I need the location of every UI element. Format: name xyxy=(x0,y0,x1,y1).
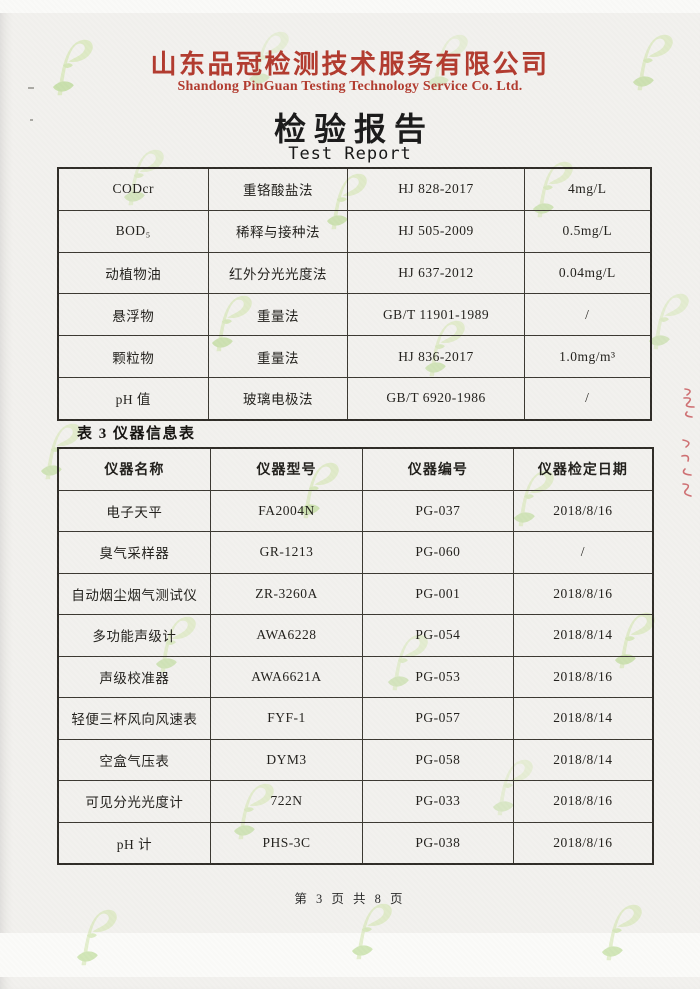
instrument-table-cell: ZR-3260A xyxy=(209,572,364,615)
instrument-table-cell: 2018/8/16 xyxy=(512,489,654,532)
instrument-table-cell: PG-053 xyxy=(362,655,514,698)
page-number-indicator: 第 3 页 共 8 页 xyxy=(294,892,406,906)
table-row: 声级校准器 AWA6621A PG-053 2018/8/16 xyxy=(57,655,654,698)
analysis-table-cell: 稀释与接种法 xyxy=(207,209,349,253)
instrument-table-cell: AWA6228 xyxy=(209,614,364,657)
analysis-table-cell: 重量法 xyxy=(207,293,349,337)
instrument-table-cell: GR-1213 xyxy=(209,531,364,574)
table-row: pH 值玻璃电极法 GB/T 6920-1986/ xyxy=(57,376,652,421)
table-row: 颗粒物 重量法 HJ 836-2017 1.0mg/m³ xyxy=(57,335,652,378)
col-header-calibration-date: 仪器检定日期 xyxy=(512,447,654,491)
analysis-table-cell: pH 值 xyxy=(57,376,209,421)
instrument-table-cell: PG-033 xyxy=(362,780,514,823)
analysis-table-cell: HJ 505-2009 xyxy=(347,209,525,253)
instrument-table-cell: PG-038 xyxy=(362,821,514,865)
analysis-table-cell: CODcr xyxy=(57,167,209,211)
analysis-table-cell: HJ 828-2017 xyxy=(347,167,525,211)
instrument-table-cell: FYF-1 xyxy=(209,697,364,740)
analysis-methods-table: CODcr 重铬酸盐法 HJ 828-2017 4mg/L BOD₅ 稀释与接种法 HJ 5… xyxy=(57,167,652,421)
instrument-table-cell: PG-060 xyxy=(362,531,514,574)
report-title-cn: 检验报告 xyxy=(273,111,434,147)
instrument-table-cell: PG-058 xyxy=(362,738,514,781)
instrument-table-cell: PG-037 xyxy=(362,489,514,532)
instrument-table-cell: AWA6621A xyxy=(209,655,364,698)
handwritten-red-mark xyxy=(681,439,692,497)
table-row: 电子天平 FA2004N PG-037 2018/8/16 xyxy=(57,489,654,532)
table-row: 空盒气压表 DYM3 PG-058 2018/8/14 xyxy=(57,738,654,781)
analysis-table-cell: / xyxy=(523,376,652,421)
instrument-info-table: 仪器名称 仪器型号 仪器编号 仪器检定日期 电子天平 FA2004N PG-037 2… xyxy=(57,447,654,865)
analysis-table-cell: 0.5mg/L xyxy=(523,209,652,253)
analysis-table-cell: GB/T 11901-1989 xyxy=(347,293,525,337)
table-row: 可见分光光度计 722N PG-033 2018/8/16 xyxy=(57,780,654,823)
instrument-table-cell: 722N xyxy=(209,780,364,823)
analysis-table-cell: HJ 836-2017 xyxy=(347,335,525,378)
analysis-table-cell: / xyxy=(523,293,652,337)
analysis-table-cell: HJ 637-2012 xyxy=(347,251,525,295)
instrument-table-cell: DYM3 xyxy=(209,738,364,781)
instrument-table-cell: 可见分光光度计 xyxy=(57,780,211,823)
instrument-table-cell: 2018/8/14 xyxy=(512,697,654,740)
table-row: 动植物油 红外分光光度法 HJ 637-2012 0.04mg/L xyxy=(57,251,652,295)
analysis-table-cell: 颗粒物 xyxy=(57,335,209,378)
instrument-table-cell: 2018/8/16 xyxy=(512,655,654,698)
instrument-table-cell: 2018/8/14 xyxy=(512,738,654,781)
table-row: 自动烟尘烟气测试仪 ZR-3260A PG-001 2018/8/16 xyxy=(57,572,654,615)
instrument-table-cell: 2018/8/16 xyxy=(512,821,654,865)
analysis-table-cell: 1.0mg/m³ xyxy=(523,335,652,378)
analysis-table-cell: BOD₅ xyxy=(57,209,209,253)
table-header-row: 仪器名称 仪器型号 仪器编号 仪器检定日期 xyxy=(57,447,654,491)
report-title-en: Test Report xyxy=(288,144,412,164)
instrument-table-cell: PHS-3C xyxy=(209,821,364,865)
col-header-instrument-name: 仪器名称 xyxy=(57,447,211,491)
table-row: 臭气采样器 GR-1213 PG-060/ xyxy=(57,531,654,574)
table-row: 轻便三杯风向风速表 FYF-1 PG-057 2018/8/14 xyxy=(57,697,654,740)
instrument-table-cell: FA2004N xyxy=(209,489,364,532)
instrument-table-cell: 自动烟尘烟气测试仪 xyxy=(57,572,211,615)
analysis-table-cell: 重铬酸盐法 xyxy=(207,167,349,211)
instrument-table-cell: 臭气采样器 xyxy=(57,531,211,574)
analysis-table-cell: 重量法 xyxy=(207,335,349,378)
scan-speck xyxy=(28,87,34,89)
instrument-table-caption: 表 3 仪器信息表 xyxy=(77,426,196,442)
page-bottom-light-band xyxy=(0,933,700,977)
instrument-table-cell: PG-054 xyxy=(362,614,514,657)
table-row: 悬浮物 重量法 GB/T 11901-1989/ xyxy=(57,293,652,337)
table-row: 多功能声级计 AWA6228 PG-054 2018/8/14 xyxy=(57,614,654,657)
instrument-table-cell: PG-057 xyxy=(362,697,514,740)
col-header-instrument-number: 仪器编号 xyxy=(362,447,514,491)
analysis-table-cell: 4mg/L xyxy=(523,167,652,211)
instrument-table-cell: 轻便三杯风向风速表 xyxy=(57,697,211,740)
instrument-table-cell: 2018/8/16 xyxy=(512,780,654,823)
table-row: BOD₅ 稀释与接种法 HJ 505-2009 0.5mg/L xyxy=(57,209,652,253)
table-row: CODcr 重铬酸盐法 HJ 828-2017 4mg/L xyxy=(57,167,652,211)
instrument-table-cell: 声级校准器 xyxy=(57,655,211,698)
handwritten-red-mark xyxy=(683,388,695,418)
table-row: pH 计 PHS-3C PG-038 2018/8/16 xyxy=(57,821,654,865)
analysis-table-cell: 玻璃电极法 xyxy=(207,376,349,421)
instrument-table-cell: / xyxy=(512,531,654,574)
analysis-table-cell: 悬浮物 xyxy=(57,293,209,337)
instrument-table-cell: 空盒气压表 xyxy=(57,738,211,781)
analysis-table-cell: GB/T 6920-1986 xyxy=(347,376,525,421)
analysis-table-cell: 红外分光光度法 xyxy=(207,251,349,295)
instrument-table-cell: pH 计 xyxy=(57,821,211,865)
instrument-table-cell: PG-001 xyxy=(362,572,514,615)
instrument-table-cell: 电子天平 xyxy=(57,489,211,532)
instrument-table-cell: 2018/8/14 xyxy=(512,614,654,657)
col-header-instrument-model: 仪器型号 xyxy=(209,447,364,491)
analysis-table-cell: 动植物油 xyxy=(57,251,209,295)
analysis-table-cell: 0.04mg/L xyxy=(523,251,652,295)
scan-speck xyxy=(30,119,33,121)
company-name-cn: 山东品冠检测技术服务有限公司 xyxy=(150,50,550,79)
company-name-en: Shandong PinGuan Testing Technology Serv… xyxy=(177,79,523,94)
instrument-table-cell: 2018/8/16 xyxy=(512,572,654,615)
instrument-table-cell: 多功能声级计 xyxy=(57,614,211,657)
